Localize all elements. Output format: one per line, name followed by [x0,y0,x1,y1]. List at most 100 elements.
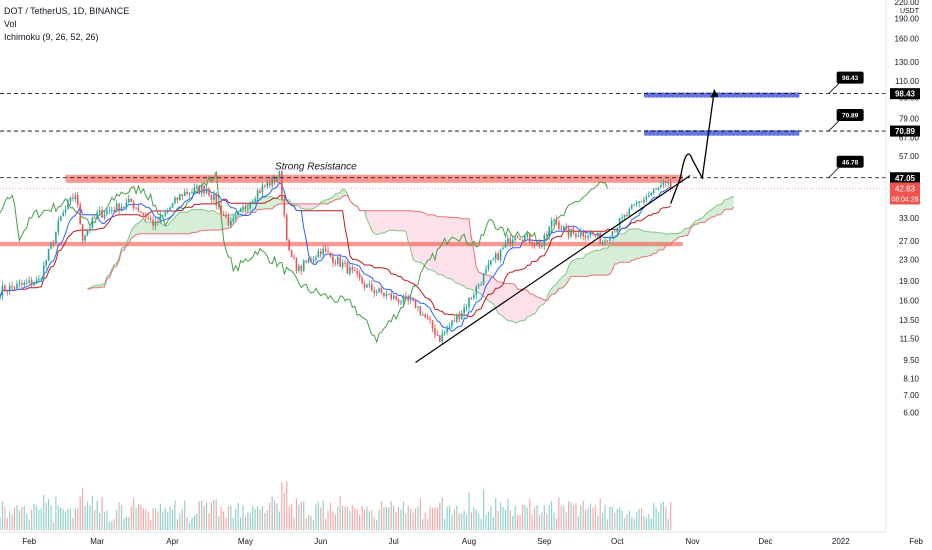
candle-body [249,202,252,209]
volume-bar [519,514,521,530]
volume-bar [152,508,154,530]
volume-bar [140,504,142,530]
candle-body [363,283,366,288]
candle-body [198,186,201,194]
volume-bar [366,506,368,530]
candle-body [650,193,653,196]
volume-bar [222,511,225,530]
volume-bar [592,507,594,530]
volume-bar [162,512,164,530]
candle-body [171,203,174,208]
candle-body [648,195,650,198]
callout-box [836,71,864,84]
candle-body [256,190,259,199]
volume-bar [468,492,470,530]
candle-body [42,265,45,279]
volume-bar [628,510,630,530]
candle-body [407,296,410,301]
volume-indicator-label[interactable]: Vol [4,19,17,29]
candle-body [285,215,288,240]
volume-bar [1,501,4,530]
volume-bar [99,512,101,530]
volume-bar [35,505,38,530]
candle-body [524,236,526,242]
time-axis-tick: Oct [611,537,624,546]
volume-bar [203,505,205,530]
volume-bar [427,518,429,530]
volume-bar [16,504,18,530]
volume-bar [312,519,315,530]
volume-bar [565,512,567,530]
volume-bar [43,495,45,530]
candle-body [50,243,52,249]
volume-bar [111,521,113,530]
symbol-title[interactable]: DOT / TetherUS, 1D, BINANCE [4,6,130,16]
volume-bar [174,500,176,530]
volume-bar [446,506,448,530]
candle-body [298,265,300,271]
candle-body [103,214,106,218]
volume-bar [118,502,120,530]
volume-bar [648,513,650,530]
volume-bar [497,511,499,530]
cloud-segment [500,281,504,317]
price-levels [0,93,886,189]
candle-body [531,242,533,245]
candle-body [521,239,524,242]
volume-bar [295,498,298,530]
cloud-segment [539,297,542,307]
volume-bar [196,513,198,530]
candle-body [72,197,74,199]
candle-body [302,260,305,271]
candle-body [577,235,580,237]
volume-bar [60,507,62,530]
candle-body [419,306,422,315]
volume-bar [271,496,273,530]
last-price-label: 42.83 [895,184,916,193]
candle-body [239,208,242,212]
volume-bar [52,522,55,530]
time-axis-tick: Jun [314,537,327,546]
volume-bar [643,516,645,530]
cloud-segment [313,203,316,209]
candle-body [643,199,645,203]
candle-body [465,307,468,309]
volume-bar [431,507,434,530]
volume-bar [580,505,582,530]
candle-body [456,314,458,322]
candle-body [356,270,359,274]
volume-bar [444,518,446,530]
volume-bar [50,505,52,530]
candle-body [414,299,417,308]
candle-body [652,189,655,194]
volume-bar [534,507,536,530]
volume-bar [405,513,407,530]
cloud-segment [471,237,474,291]
candle-body [174,197,176,204]
volume-bar [461,513,463,530]
volume-bar [186,516,188,530]
cloud-segment [396,210,399,231]
candle-body [341,262,344,267]
candle-body [475,286,478,295]
volume-bar [543,505,545,530]
volume-bar [220,507,222,530]
candle-body [446,328,448,333]
candle-body [431,320,434,329]
candle-body [424,314,427,318]
volume-bar [320,507,322,530]
cloud-segment [145,222,149,234]
candle-body [217,205,220,207]
ichimoku-indicator-label[interactable]: Ichimoku (9, 26, 52, 26) [4,32,99,42]
candle-body [422,314,424,316]
cloud-segment [417,211,421,263]
candle-body [276,178,278,182]
volume-bar [79,496,81,530]
candle-body [451,320,453,327]
candle-body [368,284,371,286]
candle-body [499,249,502,260]
cloud-segment [267,196,270,209]
volume-bar [201,500,203,530]
candle-body [436,334,439,336]
